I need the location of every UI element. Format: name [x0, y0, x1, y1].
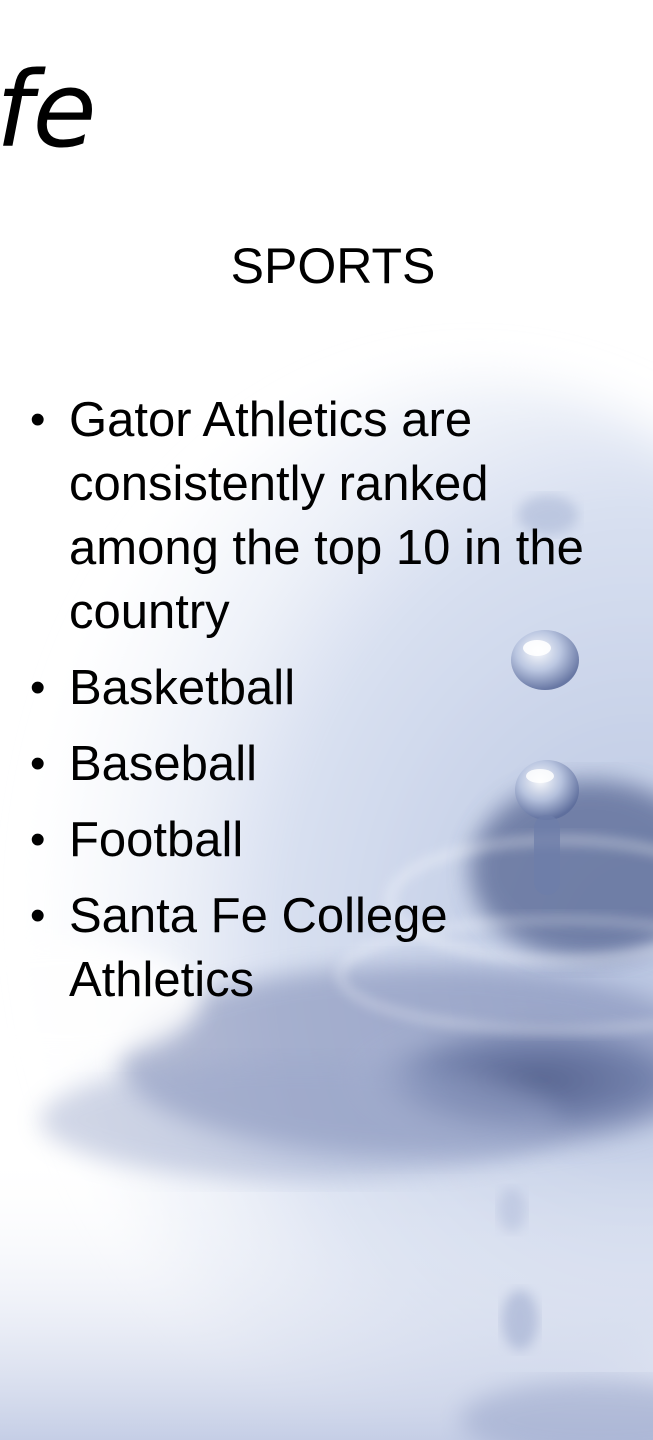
bullet-list: • Gator Athletics are consistently ranke… [26, 388, 638, 1024]
bullet-item-baseball: • Baseball [26, 732, 638, 796]
bullet-text: Gator Athletics are consistently ranked … [69, 393, 584, 639]
bullet-text: Football [69, 813, 244, 867]
section-heading: SPORTS [230, 238, 436, 294]
bullet-text: Basketball [69, 661, 296, 715]
bullet-item-santa-fe: • Santa Fe College Athletics [26, 884, 638, 1012]
bullet-item-gator-athletics: • Gator Athletics are consistently ranke… [26, 388, 638, 644]
bullet-icon: • [30, 891, 46, 940]
bullet-icon: • [30, 663, 46, 712]
bullet-icon: • [30, 395, 46, 444]
slide-title-fragment: fe [0, 49, 97, 171]
bullet-text: Santa Fe College Athletics [69, 889, 448, 1007]
bullet-item-football: • Football [26, 808, 638, 872]
bullet-item-basketball: • Basketball [26, 656, 638, 720]
bullet-icon: • [30, 815, 46, 864]
bullet-icon: • [30, 739, 46, 788]
bullet-text: Baseball [69, 737, 257, 791]
